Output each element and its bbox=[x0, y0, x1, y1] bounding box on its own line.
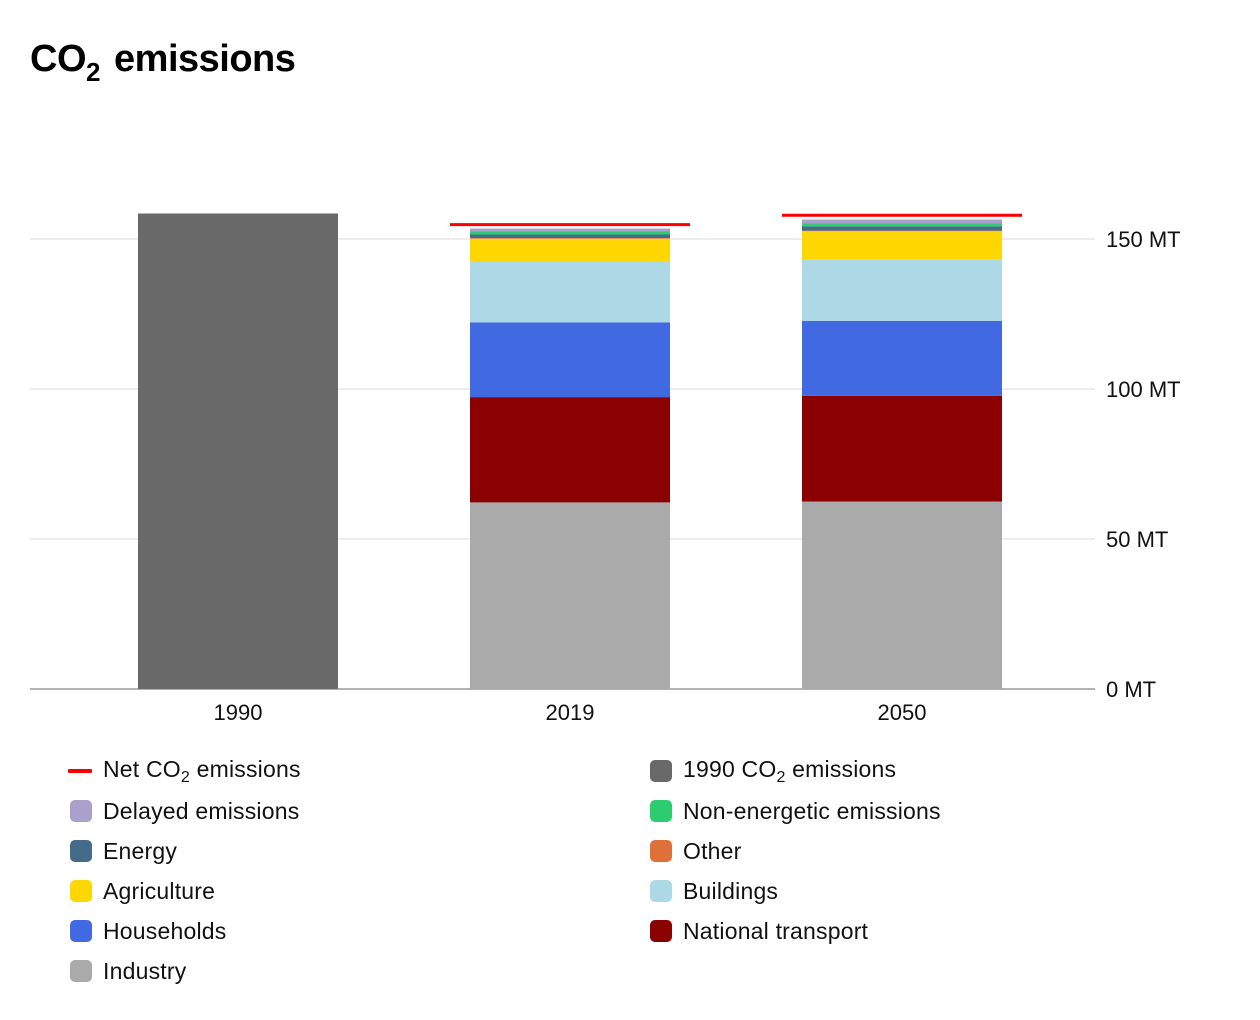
legend-label-text: Households bbox=[103, 917, 227, 944]
legend-label: Net CO2 emissions bbox=[103, 756, 301, 787]
legend-label-text: Agriculture bbox=[103, 877, 216, 904]
x-tick-label: 2019 bbox=[546, 700, 595, 725]
bar-segment-agriculture-2050 bbox=[802, 231, 1002, 260]
legend-label: Other bbox=[683, 838, 742, 865]
legend-color-swatch bbox=[650, 880, 672, 902]
bar-segment-other-2050 bbox=[802, 230, 1002, 232]
legend-label: Buildings bbox=[683, 878, 778, 905]
legend-color-swatch bbox=[70, 880, 92, 902]
bar-segment-1990-co2-emissions-1990 bbox=[138, 213, 338, 689]
legend-label: Industry bbox=[103, 958, 186, 985]
bar-segment-national-transport-2019 bbox=[470, 397, 670, 503]
bar-segment-buildings-2019 bbox=[470, 261, 670, 323]
legend-color-swatch bbox=[70, 840, 92, 862]
legend-label: National transport bbox=[683, 918, 868, 945]
x-tick-label: 2050 bbox=[878, 700, 927, 725]
x-tick-label: 1990 bbox=[214, 700, 263, 725]
title-subscript: 2 bbox=[86, 57, 100, 87]
legend-item[interactable]: Other bbox=[650, 836, 742, 866]
title-text-rest: emissions bbox=[103, 38, 296, 80]
legend-item[interactable]: Net CO2 emissions bbox=[68, 756, 301, 787]
bar-segment-industry-2019 bbox=[470, 502, 670, 689]
legend-label-text: Delayed emissions bbox=[103, 797, 300, 824]
bar-segment-energy-2019 bbox=[470, 234, 670, 239]
bar-segment-non-energetic-emissions-2050 bbox=[802, 223, 1002, 227]
legend-label: Delayed emissions bbox=[103, 798, 299, 825]
legend-item[interactable]: Non-energetic emissions bbox=[650, 796, 941, 826]
legend-label-text-rest: emissions bbox=[190, 755, 301, 782]
bar-segment-agriculture-2019 bbox=[470, 238, 670, 262]
bar-segment-national-transport-2050 bbox=[802, 395, 1002, 502]
legend-color-swatch bbox=[650, 840, 672, 862]
legend-item[interactable]: 1990 CO2 emissions bbox=[650, 756, 896, 786]
legend-label: Energy bbox=[103, 838, 177, 865]
bar-segment-non-energetic-emissions-2019 bbox=[470, 231, 670, 235]
legend-color-swatch bbox=[70, 800, 92, 822]
legend-label-text: Non-energetic emissions bbox=[683, 797, 941, 824]
bar-segment-buildings-2050 bbox=[802, 259, 1002, 321]
y-tick-label: 100 MT bbox=[1106, 377, 1181, 402]
y-tick-label: 0 MT bbox=[1106, 677, 1156, 702]
legend-item[interactable]: Households bbox=[70, 916, 226, 946]
legend-label-subscript: 2 bbox=[776, 768, 786, 786]
legend-label: Non-energetic emissions bbox=[683, 798, 941, 825]
legend-label-text: Net CO bbox=[103, 755, 181, 782]
legend-label: Households bbox=[103, 918, 226, 945]
bar-segment-delayed-emissions-2050 bbox=[802, 219, 1002, 224]
legend-label-text: Energy bbox=[103, 837, 178, 864]
legend-label: Agriculture bbox=[103, 878, 215, 905]
legend-label: 1990 CO2 emissions bbox=[683, 756, 896, 787]
title-text: CO bbox=[30, 38, 87, 80]
legend-color-swatch bbox=[70, 920, 92, 942]
legend-item[interactable]: Buildings bbox=[650, 876, 778, 906]
bar-segment-other-2019 bbox=[470, 238, 670, 239]
legend-color-swatch bbox=[650, 760, 672, 782]
bar-segment-households-2019 bbox=[470, 322, 670, 398]
y-tick-label: 150 MT bbox=[1106, 227, 1181, 252]
bar-segment-delayed-emissions-2019 bbox=[470, 228, 670, 232]
legend-item[interactable]: Energy bbox=[70, 836, 177, 866]
legend-label-text: National transport bbox=[683, 917, 869, 944]
legend-color-swatch bbox=[70, 960, 92, 982]
legend-item[interactable]: Industry bbox=[70, 956, 186, 986]
legend-label-text: 1990 CO bbox=[683, 755, 777, 782]
legend-color-swatch bbox=[650, 920, 672, 942]
legend-item[interactable]: National transport bbox=[650, 916, 868, 946]
legend-item[interactable]: Agriculture bbox=[70, 876, 215, 906]
legend-label-text-rest: emissions bbox=[785, 755, 897, 782]
bar-segment-energy-2050 bbox=[802, 226, 1002, 231]
stacked-bar-chart: 0 MT 50 MT 100 MT 150 MT 1990 2019 2050 bbox=[30, 213, 1181, 725]
chart-title: CO2 emissions bbox=[30, 38, 296, 87]
legend-label-text: Industry bbox=[103, 957, 187, 984]
legend-line-swatch bbox=[68, 769, 92, 773]
bar-segment-households-2050 bbox=[802, 320, 1002, 396]
y-tick-label: 50 MT bbox=[1106, 527, 1168, 552]
legend-label-subscript: 2 bbox=[180, 768, 190, 786]
legend-color-swatch bbox=[650, 800, 672, 822]
legend-label-text: Buildings bbox=[683, 877, 779, 904]
bar-segment-industry-2050 bbox=[802, 501, 1002, 689]
legend-label-text: Other bbox=[683, 837, 742, 864]
legend-item[interactable]: Delayed emissions bbox=[70, 796, 299, 826]
